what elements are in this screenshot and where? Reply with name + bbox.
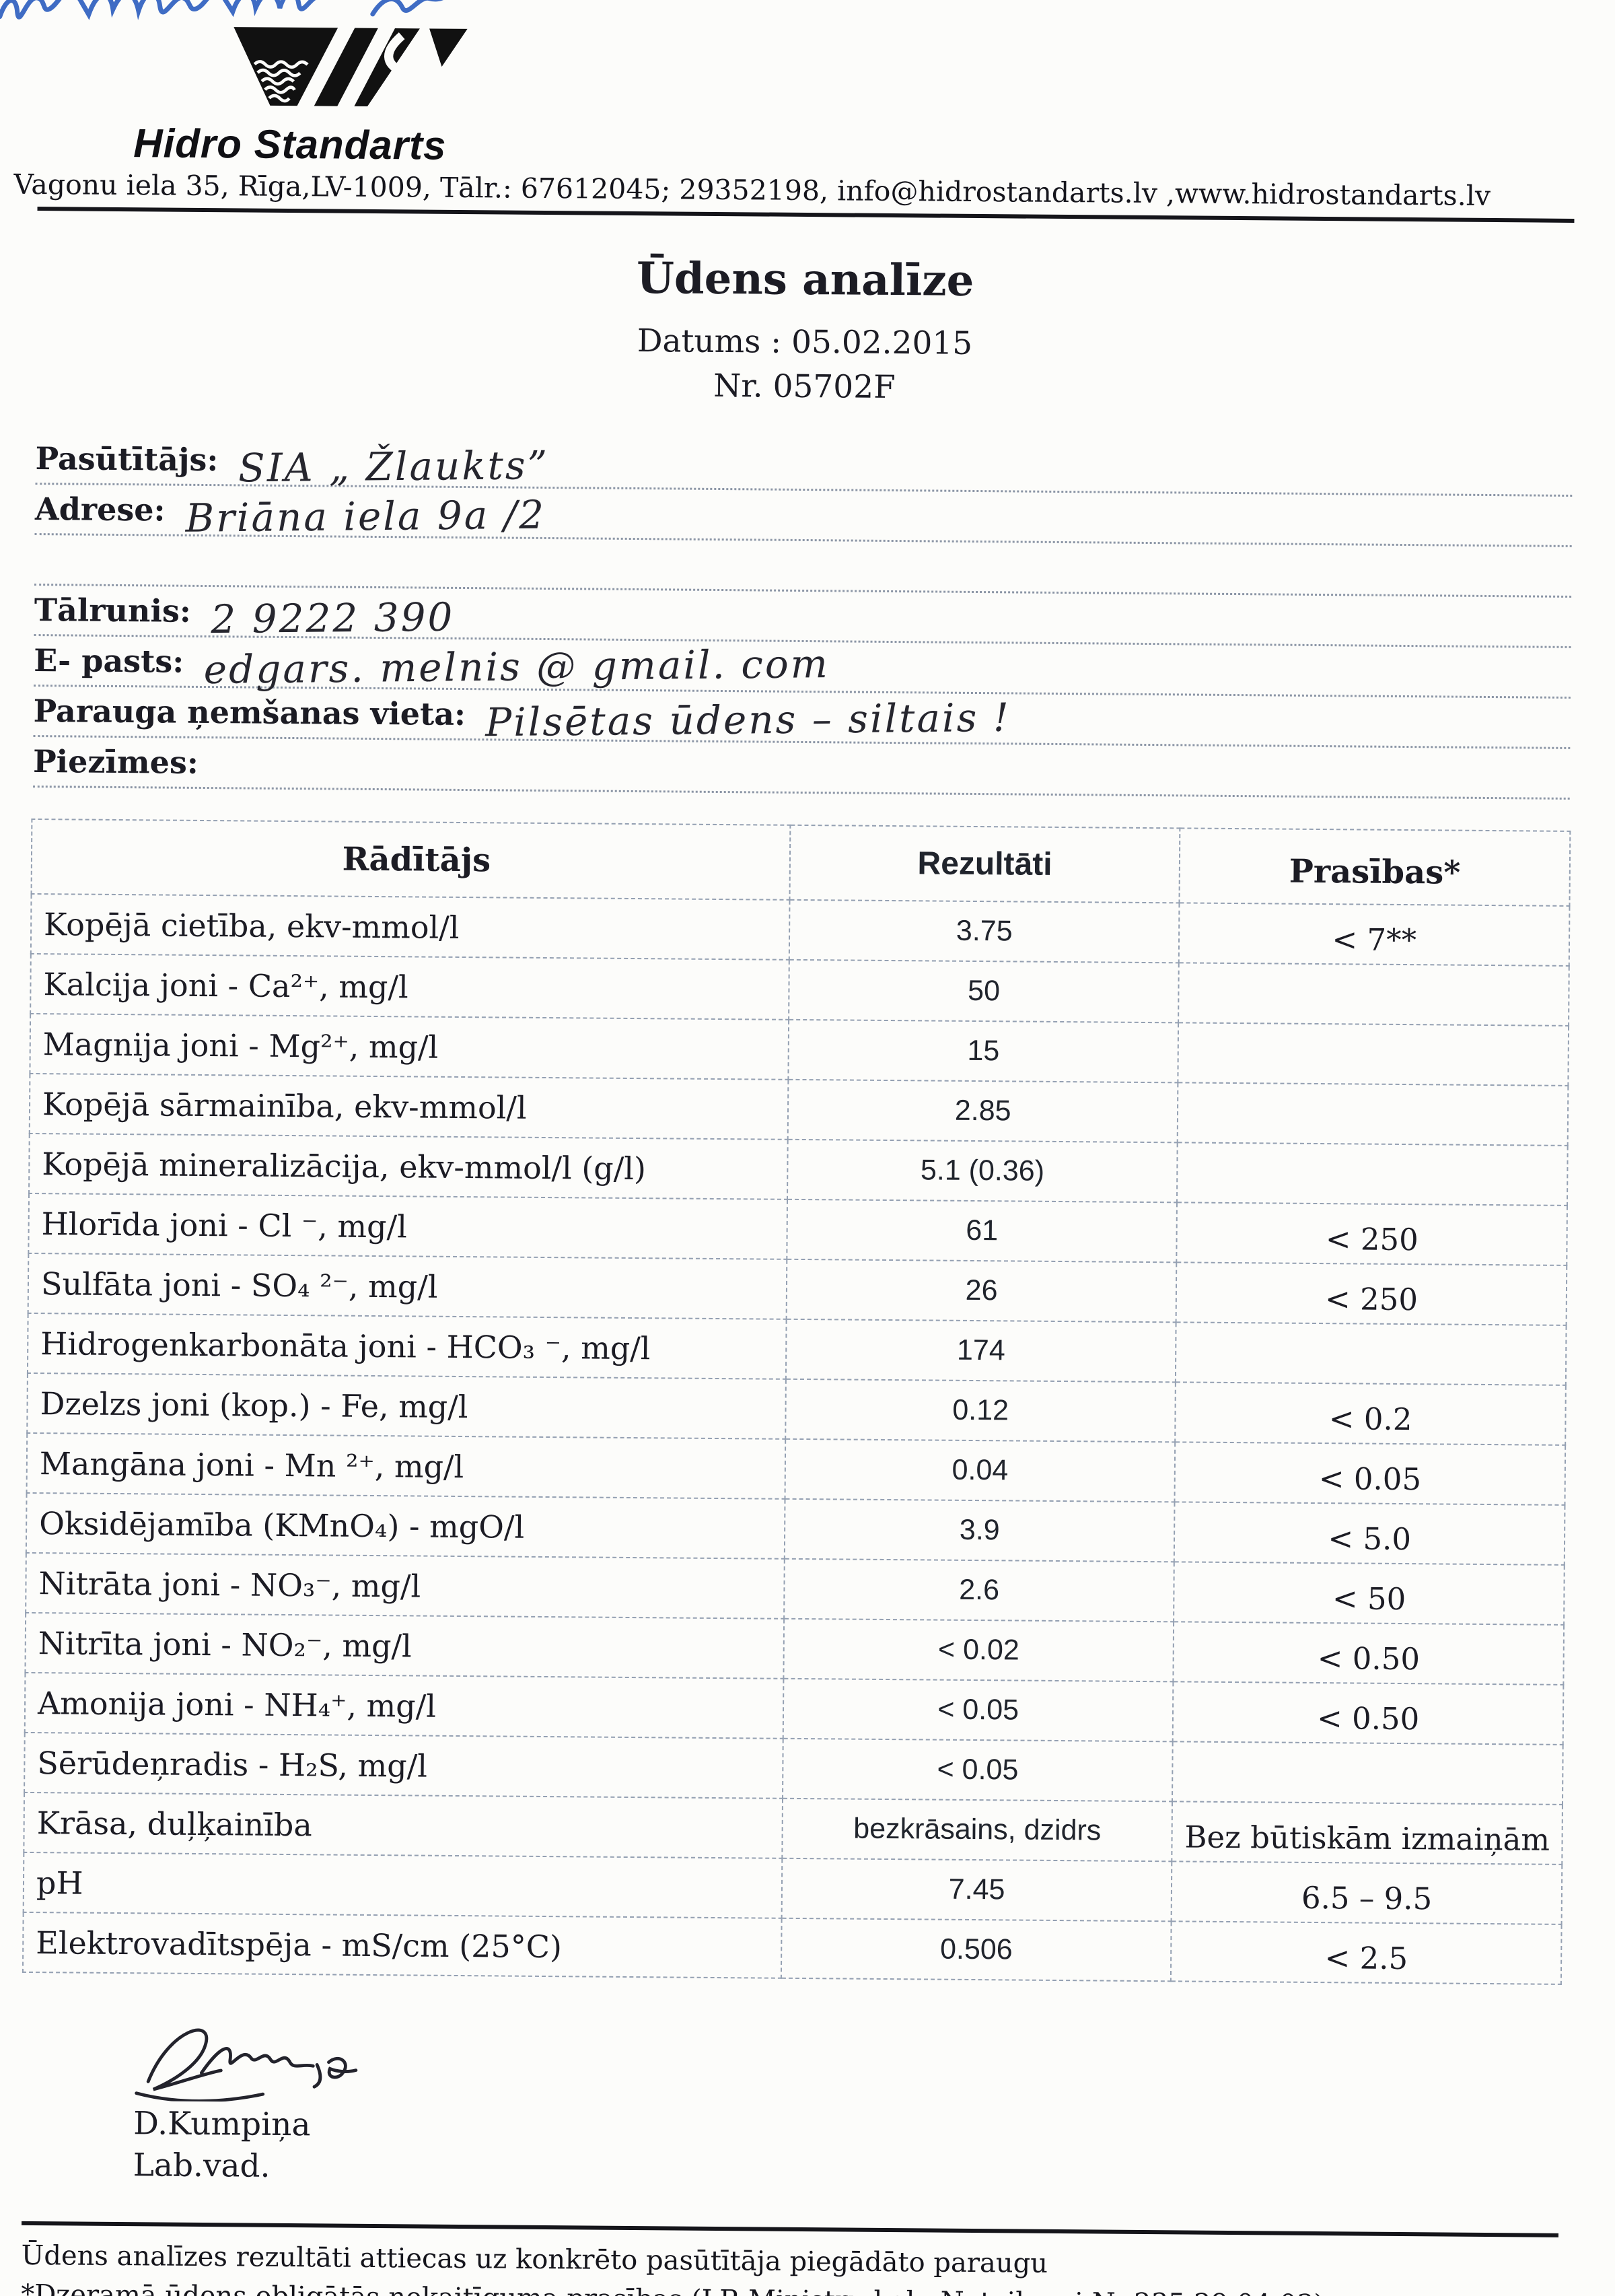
requirement-value-cell <box>1178 1022 1569 1086</box>
handwritten-value: Briāna iela 9a /2 <box>184 491 546 541</box>
result-value-cell: 2.85 <box>787 1079 1178 1143</box>
requirement-value-cell: 6.5 – 9.5 <box>1172 1861 1563 1924</box>
requirement-value-cell <box>1178 1082 1569 1146</box>
parameter-name-cell: Mangāna joni - Mn ²⁺, mg/l <box>26 1432 786 1499</box>
parameter-name-cell: Oksidējamība (KMnO₄) - mgO/l <box>26 1492 785 1559</box>
requirement-value-cell <box>1178 963 1569 1026</box>
result-value-cell: 26 <box>786 1259 1177 1323</box>
parameter-name-cell: Kopējā mineralizācija, ekv-mmol/l (g/l) <box>29 1133 788 1199</box>
requirement-value-cell <box>1176 1322 1567 1385</box>
result-value-cell: 174 <box>785 1319 1176 1383</box>
parameter-name-cell: Nitrīta joni - NO₂⁻, mg/l <box>25 1612 784 1679</box>
table-body: Kopējā cietība, ekv-mmol/l 3.75 < 7** Ka… <box>22 893 1570 1984</box>
parameter-name-cell: Kalcija joni - Ca²⁺, mg/l <box>30 953 789 1020</box>
parameter-name-cell: Sulfāta joni - SO₄ ²⁻, mg/l <box>28 1253 787 1319</box>
requirement-value-cell: < 250 <box>1176 1202 1567 1265</box>
requirement-value-cell <box>1177 1142 1568 1206</box>
result-value-cell: 3.75 <box>789 899 1180 963</box>
analysis-results-table: Rādītājs Rezultāti Prasības* Kopējā ciet… <box>22 819 1571 1985</box>
parameter-name-cell: Sērūdeņradis - H₂S, mg/l <box>24 1732 783 1799</box>
requirement-value-cell: < 250 <box>1176 1262 1567 1325</box>
company-address-line: Vagonu iela 35, Rīga,LV-1009, Tālr.: 676… <box>13 168 1491 212</box>
table-header-row: Rādītājs Rezultāti Prasības* <box>31 819 1571 906</box>
form-field-label: Parauga ņemšanas vieta: <box>33 692 466 733</box>
form-field-label: Adrese: <box>34 491 166 528</box>
requirement-value-cell: < 0.50 <box>1173 1681 1564 1745</box>
signature-icon <box>135 2028 358 2103</box>
form-field-label: E- pasts: <box>34 642 184 680</box>
parameter-name-cell: pH <box>23 1852 783 1918</box>
parameter-name-cell: Amonija joni - NH₄⁺, mg/l <box>24 1672 784 1739</box>
hs-logo-icon <box>234 24 468 110</box>
requirement-value-cell: < 2.5 <box>1171 1921 1562 1984</box>
column-header-parameter: Rādītājs <box>31 819 791 900</box>
form-field-label: Tālrunis: <box>34 592 192 629</box>
parameter-name-cell: Krāsa, duļķainība <box>24 1792 783 1858</box>
document-date: Datums : 05.02.2015 <box>637 322 973 362</box>
form-field-label: Pasūtītājs: <box>35 440 219 479</box>
table-row: Elektrovadītspēja - mS/cm (25°C) 0.506 <… <box>22 1912 1562 1984</box>
requirement-value-cell: < 7** <box>1179 903 1570 966</box>
requirement-value-cell: < 50 <box>1174 1562 1565 1625</box>
result-value-cell: 0.04 <box>785 1438 1176 1502</box>
result-value-cell: 2.6 <box>783 1558 1175 1622</box>
parameter-name-cell: Dzelzs joni (kop.) - Fe, mg/l <box>27 1372 786 1439</box>
company-name: Hidro Standarts <box>133 120 447 168</box>
parameter-name-cell: Hlorīda joni - Cl ⁻, mg/l <box>28 1193 787 1259</box>
handwritten-value: edgars. melnis @ gmail. com <box>203 641 830 693</box>
requirement-value-cell: < 0.50 <box>1173 1622 1565 1685</box>
parameter-name-cell: Elektrovadītspēja - mS/cm (25°C) <box>22 1912 782 1978</box>
signature-block: D.Kumpiņa Lab.vad. <box>120 2010 1599 2196</box>
requirement-value-cell: < 0.2 <box>1175 1382 1566 1445</box>
result-value-cell: < 0.05 <box>782 1738 1174 1802</box>
footnotes: Ūdens analīzes rezultāti attiecas uz kon… <box>21 2236 1558 2296</box>
result-value-cell: 5.1 (0.36) <box>787 1139 1178 1203</box>
result-value-cell: 0.506 <box>781 1918 1172 1982</box>
result-value-cell: bezkrāsains, dzidrs <box>782 1798 1173 1862</box>
document-number: Nr. 05702F <box>713 367 896 407</box>
requirement-value-cell <box>1172 1741 1563 1805</box>
column-header-requirement: Prasības* <box>1179 828 1571 906</box>
handwritten-annotation-blue <box>0 0 455 20</box>
table-header: Rādītājs Rezultāti Prasības* <box>31 819 1571 906</box>
document-title: Ūdens analīze <box>636 253 974 306</box>
result-value-cell: 15 <box>788 1019 1179 1083</box>
form-field-label: Piezīmes: <box>32 742 199 781</box>
parameter-name-cell: Hidrogenkarbonāta joni - HCO₃ ⁻, mg/l <box>27 1313 787 1379</box>
column-header-result: Rezultāti <box>789 825 1180 903</box>
handwritten-value: SIA „ Žlaukts” <box>238 442 550 491</box>
order-form: Pasūtītājs: SIA „ Žlaukts” Adrese: Briāna … <box>32 434 1573 800</box>
requirement-value-cell: < 5.0 <box>1174 1502 1565 1565</box>
parameter-name-cell: Nitrāta joni - NO₃⁻, mg/l <box>26 1552 785 1619</box>
requirement-value-cell: < 0.05 <box>1174 1442 1566 1505</box>
result-value-cell: < 0.02 <box>783 1618 1174 1682</box>
signatory-role: Lab.vad. <box>133 2147 271 2185</box>
footer-divider <box>21 2221 1558 2237</box>
result-value-cell: 50 <box>788 959 1180 1023</box>
handwritten-value: 2 9222 390 <box>211 594 455 643</box>
result-value-cell: 3.9 <box>784 1498 1175 1562</box>
result-value-cell: 0.12 <box>785 1379 1176 1442</box>
parameter-name-cell: Kopējā sārmainība, ekv-mmol/l <box>29 1073 789 1140</box>
signatory-name: D.Kumpiņa <box>133 2105 311 2144</box>
requirement-value-cell: Bez būtiskām izmaiņām <box>1172 1801 1563 1865</box>
parameter-name-cell: Kopējā cietība, ekv-mmol/l <box>30 893 790 960</box>
parameter-name-cell: Magnija joni - Mg²⁺, mg/l <box>30 1013 789 1080</box>
result-value-cell: 61 <box>787 1199 1178 1263</box>
handwritten-value: Pilsētas ūdens – siltais ! <box>485 694 1011 746</box>
result-value-cell: < 0.05 <box>783 1678 1174 1742</box>
result-value-cell: 7.45 <box>781 1858 1172 1922</box>
company-logo: Hidro Standarts <box>133 15 646 170</box>
